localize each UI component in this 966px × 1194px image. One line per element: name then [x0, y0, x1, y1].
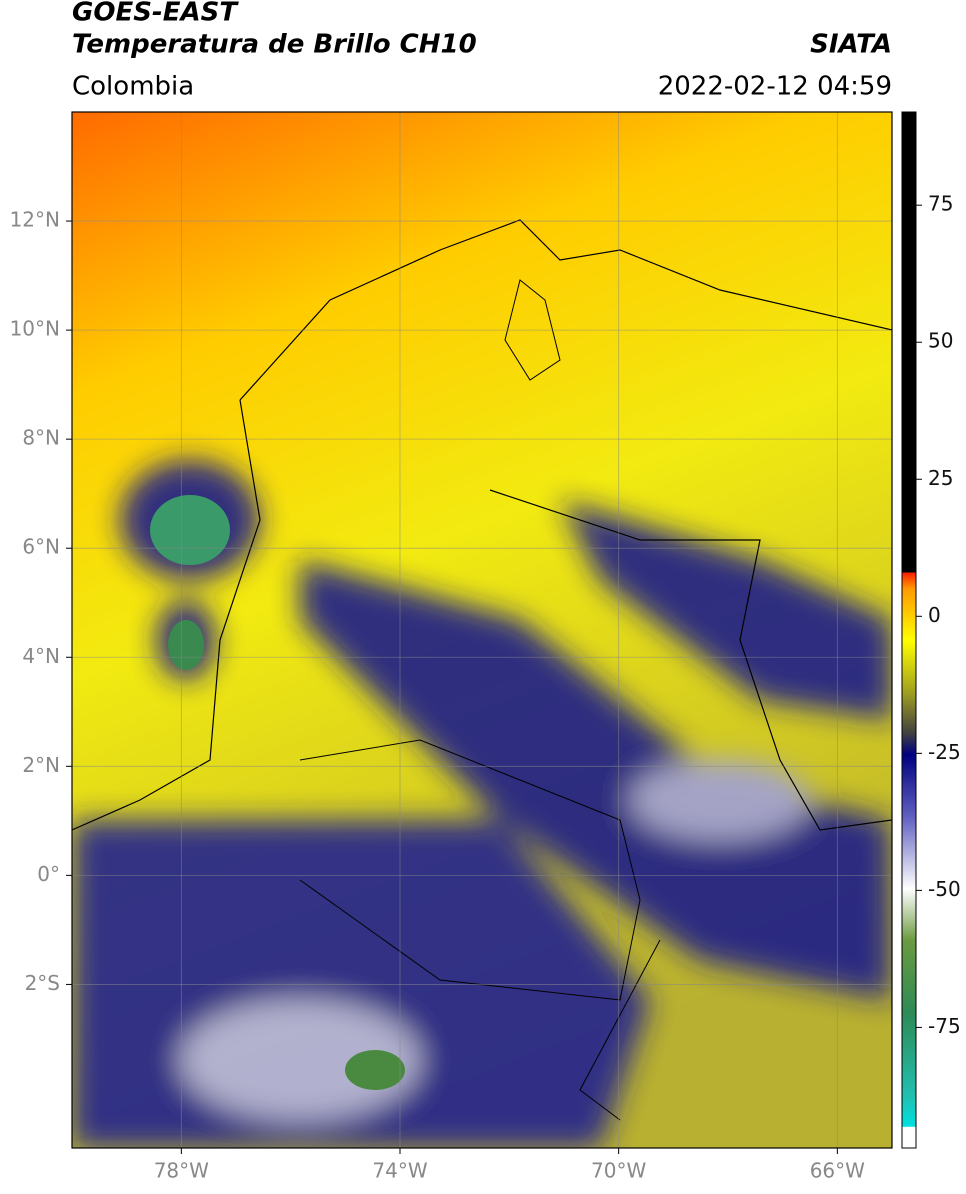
region: Colombia [72, 72, 194, 102]
map-frame [71, 111, 893, 1149]
colorbar-tick-label: 75 [928, 192, 953, 216]
x-tick-label: 74°W [372, 1159, 427, 1183]
datetime: 2022-02-12 04:59 [658, 72, 892, 102]
colorbar-tick-label: 25 [928, 466, 953, 490]
colorbar-tick-label: 50 [928, 329, 953, 353]
colorbar [901, 111, 917, 1149]
colorbar-tick-label: -75 [928, 1014, 961, 1038]
y-tick-label: 4°N [22, 644, 60, 668]
y-tick-label: 2°S [25, 971, 60, 995]
satellite-image [72, 112, 892, 1148]
title: GOES-EAST [72, 0, 239, 28]
y-tick-label: 8°N [22, 426, 60, 450]
colorbar-tick-label: 0 [928, 603, 941, 627]
source: SIATA [810, 30, 892, 60]
x-tick-label: 70°W [591, 1159, 646, 1183]
subtitle: Temperatura de Brillo CH10 [72, 30, 477, 60]
y-tick-label: 6°N [22, 535, 60, 559]
y-tick-label: 2°N [22, 753, 60, 777]
y-tick-label: 0° [37, 862, 60, 886]
x-tick-label: 66°W [810, 1159, 865, 1183]
y-tick-label: 12°N [10, 208, 60, 232]
colorbar-tick-label: -50 [928, 877, 961, 901]
y-tick-label: 10°N [10, 317, 60, 341]
x-tick-label: 78°W [154, 1159, 209, 1183]
colorbar-tick-label: -25 [928, 740, 961, 764]
